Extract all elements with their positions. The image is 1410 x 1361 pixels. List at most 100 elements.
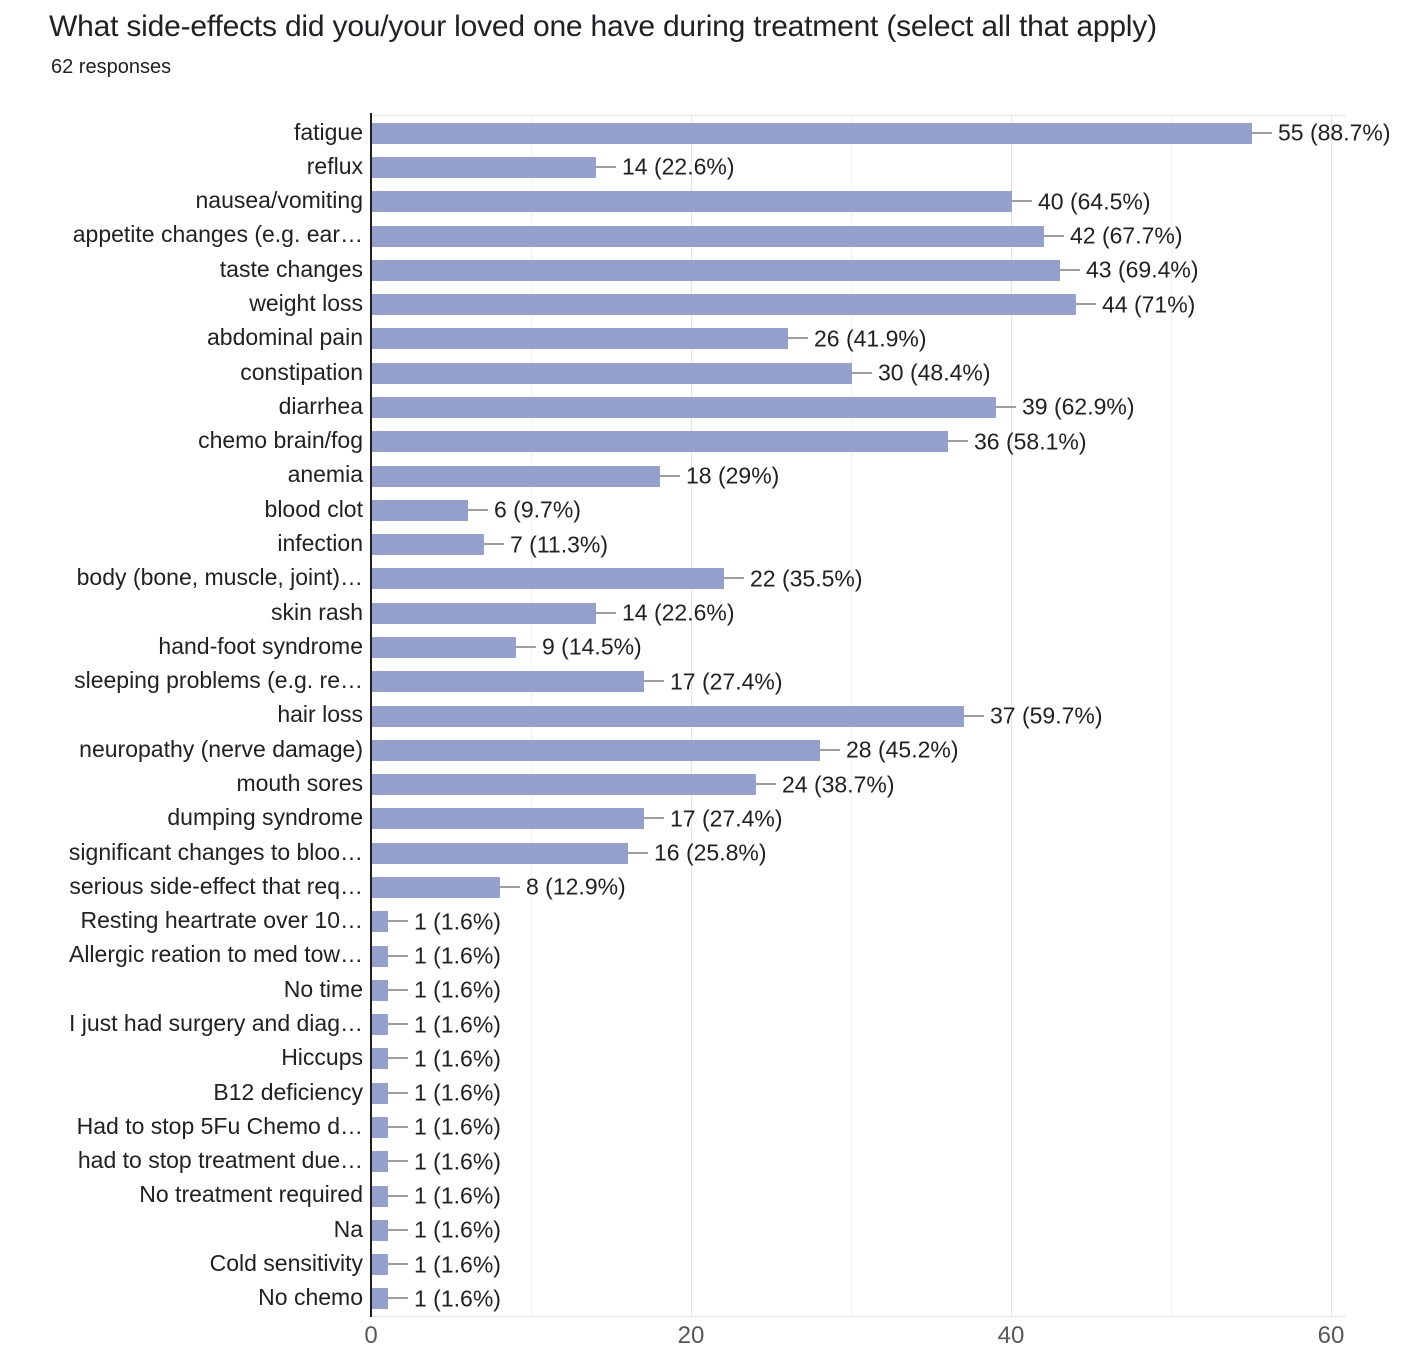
bar (372, 1219, 388, 1241)
bar-row: 14 (22.6%) (371, 600, 1346, 626)
value-callout-line (516, 645, 536, 648)
bar-row: 16 (25.8%) (371, 840, 1346, 866)
bar (372, 876, 500, 898)
category-label: chemo brain/fog (198, 427, 363, 454)
value-callout-line (388, 1160, 408, 1163)
bar-row: 9 (14.5%) (371, 634, 1346, 660)
value-label: 37 (59.7%) (990, 702, 1103, 729)
value-callout-line (388, 1125, 408, 1128)
value-label: 1 (1.6%) (414, 1045, 501, 1072)
value-label: 42 (67.7%) (1070, 222, 1183, 249)
category-label: diarrhea (278, 392, 363, 419)
category-label: Na (333, 1215, 363, 1242)
category-label: taste changes (219, 255, 363, 282)
category-label: sleeping problems (e.g. re… (74, 667, 363, 694)
bar-row: 22 (35.5%) (371, 565, 1346, 592)
x-tick-label: 20 (677, 1322, 705, 1349)
value-label: 1 (1.6%) (414, 1079, 501, 1106)
category-label: I just had surgery and diag… (68, 1010, 363, 1037)
bar-row: 26 (41.9%) (371, 325, 1346, 351)
gridline-40 (1011, 116, 1012, 1316)
bar-row: 1 (1.6%) (371, 1011, 1346, 1038)
bar (372, 636, 516, 658)
x-tick-label: 0 (364, 1322, 378, 1349)
category-label: appetite changes (e.g. ear… (72, 221, 363, 248)
bar-row: 6 (9.7%) (371, 497, 1346, 523)
bar (372, 191, 1012, 213)
bar-row: 1 (1.6%) (371, 908, 1346, 934)
bar (372, 294, 1076, 316)
x-tick-label: 40 (997, 1322, 1025, 1349)
value-label: 39 (62.9%) (1022, 393, 1135, 420)
bar (372, 602, 596, 624)
category-label: hand-foot syndrome (158, 632, 363, 659)
value-callout-line (724, 577, 744, 580)
bar-row: 17 (27.4%) (371, 805, 1346, 832)
bar (372, 911, 388, 933)
category-label: had to stop treatment due… (77, 1147, 363, 1174)
bar (372, 431, 948, 453)
value-callout-line (388, 1194, 408, 1197)
category-label: Resting heartrate over 10… (80, 907, 363, 934)
value-callout-line (820, 748, 840, 751)
bar-row: 1 (1.6%) (371, 1285, 1346, 1312)
category-label: blood clot (264, 495, 363, 522)
category-label: nausea/vomiting (195, 187, 364, 214)
value-callout-line (628, 851, 648, 854)
category-label: Cold sensitivity (209, 1250, 363, 1277)
bar (372, 671, 644, 693)
value-callout-line (1076, 303, 1096, 306)
value-label: 14 (22.6%) (622, 153, 735, 180)
value-label: 1 (1.6%) (414, 1251, 501, 1278)
bar-row: 18 (29%) (371, 463, 1346, 489)
value-callout-line (964, 714, 984, 717)
bar-row: 1 (1.6%) (371, 976, 1346, 1003)
plot-area: 55 (88.7%) 14 (22.6%) 40 (64.5%) 42 (67.7%)… (371, 115, 1391, 1317)
value-label: 1 (1.6%) (414, 1148, 501, 1175)
value-callout-line (996, 405, 1016, 408)
value-callout-line (1252, 131, 1272, 134)
bar-row: 24 (38.7%) (371, 771, 1346, 798)
bar-row: 14 (22.6%) (371, 153, 1346, 180)
value-callout-line (660, 474, 680, 477)
bar-row: 37 (59.7%) (371, 702, 1346, 729)
value-label: 28 (45.2%) (846, 736, 959, 763)
bar-row: 1 (1.6%) (371, 1216, 1346, 1243)
bar (372, 259, 1060, 281)
value-callout-line (388, 1057, 408, 1060)
value-label: 1 (1.6%) (414, 976, 501, 1003)
value-callout-line (388, 1263, 408, 1266)
category-label: reflux (306, 152, 363, 179)
bar (372, 1254, 388, 1276)
value-callout-line (1044, 234, 1064, 237)
category-label: B12 deficiency (213, 1078, 363, 1105)
category-label: hair loss (277, 701, 363, 728)
value-label: 1 (1.6%) (414, 1216, 501, 1243)
bar (372, 499, 468, 521)
value-callout-line (852, 371, 872, 374)
bar (372, 1048, 388, 1070)
value-callout-line (788, 337, 808, 340)
bar (372, 396, 996, 418)
gridline-60 (1331, 116, 1332, 1316)
bar (372, 945, 388, 967)
value-label: 1 (1.6%) (414, 1285, 501, 1312)
value-callout-line (948, 440, 968, 443)
value-label: 1 (1.6%) (414, 1011, 501, 1038)
value-callout-line (644, 680, 664, 683)
value-callout-line (388, 1091, 408, 1094)
value-label: 17 (27.4%) (670, 668, 783, 695)
chart-title: What side-effects did you/your loved one… (49, 10, 1157, 43)
value-callout-line (388, 920, 408, 923)
value-label: 17 (27.4%) (670, 805, 783, 832)
bar-row: 1 (1.6%) (371, 1114, 1346, 1140)
bar-row: 1 (1.6%) (371, 1251, 1346, 1278)
value-callout-line (1012, 200, 1032, 203)
category-label: abdominal pain (206, 324, 363, 351)
bar-row: 39 (62.9%) (371, 393, 1346, 420)
value-label: 24 (38.7%) (782, 771, 895, 798)
value-label: 22 (35.5%) (750, 565, 863, 592)
bar-row: 44 (71%) (371, 291, 1346, 317)
value-callout-line (596, 165, 616, 168)
